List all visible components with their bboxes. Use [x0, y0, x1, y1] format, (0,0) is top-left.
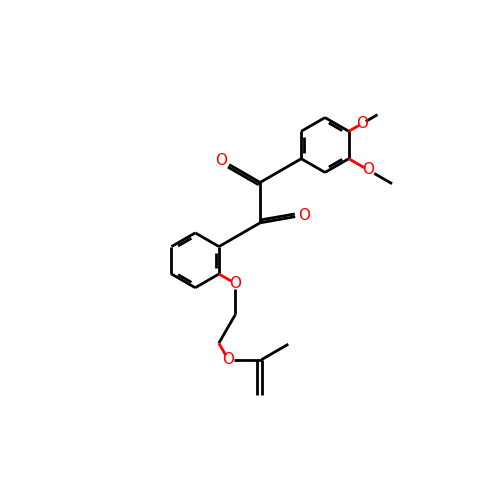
Text: O: O — [222, 352, 234, 367]
Text: O: O — [216, 152, 228, 168]
Text: O: O — [362, 162, 374, 178]
Text: O: O — [298, 208, 310, 222]
Text: O: O — [356, 116, 368, 132]
Text: O: O — [230, 276, 241, 291]
